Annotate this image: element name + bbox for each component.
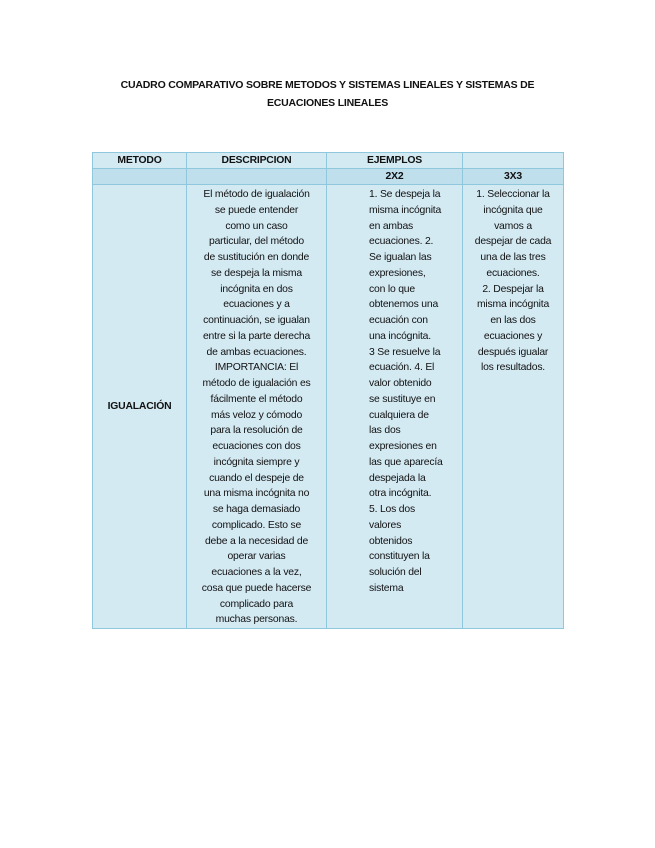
text-line: Se igualan las	[369, 252, 432, 263]
header-row: METODO DESCRIPCION EJEMPLOS	[92, 152, 564, 169]
text-line: de ambas ecuaciones.	[206, 346, 307, 358]
text-line: 1. Se despeja la	[369, 189, 441, 200]
text-line: obtenidos	[369, 535, 413, 547]
text-line: otra incógnita.	[369, 488, 432, 500]
text-line: vamos a	[494, 220, 532, 232]
example-2x2-cell: 1. Se despeja la misma incógnita en ambas e…	[326, 184, 463, 629]
description-cell: El método de igualación se puede entender…	[186, 184, 327, 629]
text-line: debe a la necesidad de	[204, 535, 309, 547]
text-line: con lo que	[369, 283, 415, 295]
text-line: después igualar	[477, 346, 549, 358]
text-line: valor obtenido	[369, 378, 432, 389]
text-line: como un caso	[225, 220, 288, 232]
text-line: en las dos	[490, 315, 536, 326]
method-cell: IGUALACIÓN	[92, 184, 187, 629]
text-line: 1. Seleccionar la	[476, 189, 550, 200]
text-line: una incógnita.	[369, 330, 431, 342]
text-line: incógnita que	[483, 204, 543, 216]
text-line: cosa que puede hacerse	[201, 582, 312, 594]
table-row: IGUALACIÓN El método de igualación se pue…	[92, 184, 564, 629]
subheader-empty-1	[92, 168, 187, 185]
text-line: despejar de cada	[474, 236, 552, 248]
text-line: misma incógnita	[476, 299, 550, 311]
text-line: incógnita en dos	[220, 283, 293, 295]
example-2x2-text: 1. Se despeja la misma incógnita en ambas e…	[327, 185, 462, 597]
text-line: se despeja la misma	[211, 267, 302, 279]
subheader-empty-2	[186, 168, 327, 185]
text-line: una misma incógnita no	[203, 488, 310, 500]
text-line: las dos	[369, 425, 401, 437]
text-line: expresiones,	[369, 267, 426, 279]
text-line: incógnita siempre y	[213, 456, 300, 468]
text-line: continuación, se igualan	[203, 315, 310, 326]
text-line: se puede entender	[214, 204, 299, 216]
text-line: constituyen la	[369, 551, 430, 563]
text-line: misma incógnita	[369, 204, 442, 216]
text-line: obtenemos una	[369, 299, 439, 311]
text-line: en ambas	[369, 220, 414, 232]
text-line: ecuación. 4. El	[369, 362, 435, 374]
header-empty	[462, 152, 564, 169]
text-line: ecuaciones y	[483, 330, 543, 342]
text-line: operar varias	[227, 551, 286, 563]
title-line-2: ECUACIONES LINEALES	[266, 97, 389, 109]
text-line: una de las tres	[480, 252, 546, 263]
text-line: complicado. Esto se	[211, 519, 302, 531]
text-line: las que aparecía	[369, 456, 443, 468]
text-line: 3 Se resuelve la	[369, 346, 441, 358]
text-line: ecuaciones y a	[223, 299, 290, 311]
header-ejemplos: EJEMPLOS	[326, 152, 463, 169]
text-line: entre si la parte derecha	[202, 330, 311, 342]
document-title: CUADRO COMPARATIVO SOBRE METODOS Y SISTE…	[60, 76, 595, 112]
text-line: IMPORTANCIA: El	[214, 362, 299, 374]
text-line: método de igualación es	[202, 378, 311, 389]
text-line: ecuaciones. 2.	[369, 236, 434, 248]
text-line: se sustituye en	[369, 393, 436, 405]
text-line: despejada la	[369, 472, 426, 484]
text-line: solución del	[369, 567, 422, 578]
text-line: El método de igualación	[203, 189, 310, 200]
header-metodo: METODO	[92, 152, 187, 169]
text-line: expresiones en	[369, 441, 437, 452]
text-line: ecuación con	[369, 315, 428, 326]
subheader-2x2: 2X2	[326, 168, 463, 185]
subheader-3x3: 3X3	[462, 168, 564, 185]
text-line: sistema	[369, 582, 404, 594]
header-descripcion: DESCRIPCION	[186, 152, 327, 169]
subheader-row: 2X2 3X3	[92, 168, 564, 185]
text-line: 2. Despejar la	[482, 283, 544, 295]
text-line: los resultados.	[481, 362, 545, 374]
text-line: complicado para	[219, 598, 294, 610]
description-text: El método de igualación se puede entender…	[187, 185, 326, 628]
text-line: 5. Los dos	[369, 504, 415, 515]
text-line: cuando el despeje de	[209, 472, 304, 484]
title-line-1: CUADRO COMPARATIVO SOBRE METODOS Y SISTE…	[120, 79, 535, 91]
text-line: ecuaciones con dos	[212, 441, 301, 452]
example-3x3-text: 1. Seleccionar la incógnita que vamos a des…	[463, 185, 563, 376]
comparison-table: METODO DESCRIPCION EJEMPLOS 2X2 3X3 IGUA…	[92, 152, 564, 629]
text-line: cualquiera de	[369, 409, 429, 421]
text-line: ecuaciones.	[486, 267, 540, 279]
text-line: para la resolución de	[210, 425, 303, 437]
text-line: fácilmente el método	[210, 393, 303, 405]
text-line: se haga demasiado	[212, 504, 301, 515]
text-line: valores	[369, 519, 402, 531]
text-line: de sustitución en donde	[203, 252, 310, 263]
text-line: ecuaciones a la vez,	[211, 567, 302, 578]
text-line: más veloz y cómodo	[210, 409, 303, 421]
text-line: particular, del método	[209, 236, 304, 248]
example-3x3-cell: 1. Seleccionar la incógnita que vamos a des…	[462, 184, 564, 629]
text-line: muchas personas.	[215, 614, 298, 626]
